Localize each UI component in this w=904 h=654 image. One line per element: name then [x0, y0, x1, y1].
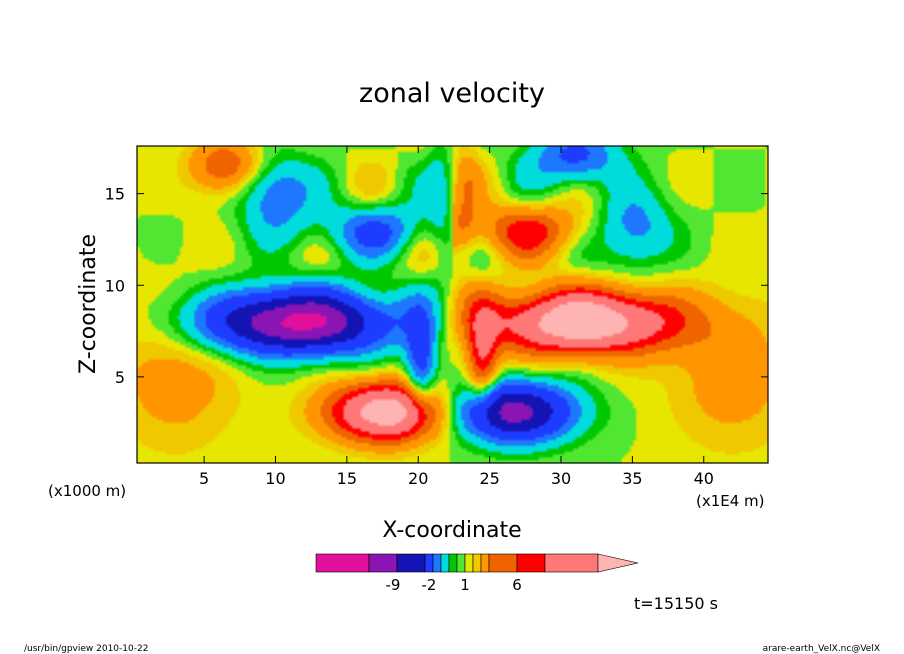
x-tick-label: 10 — [265, 469, 285, 488]
x-tick-label: 20 — [408, 469, 428, 488]
colorbar-swatch — [396, 553, 426, 573]
x-tick-label: 30 — [551, 469, 571, 488]
colorbar-swatch — [315, 553, 370, 573]
y-tick-label: 15 — [105, 185, 125, 204]
footer-right: arare-earth_VelX.nc@VelX — [763, 644, 880, 654]
colorbar-tick-label: -2 — [422, 576, 437, 594]
colorbar-tick-label: 6 — [512, 576, 522, 594]
colorbar-swatch — [424, 553, 434, 573]
x-axis-unit: (x1E4 m) — [696, 492, 765, 510]
colorbar-swatch — [448, 553, 458, 573]
time-label: t=15150 s — [634, 594, 718, 613]
colorbar — [315, 553, 639, 573]
x-axis-label: X-coordinate — [382, 518, 521, 543]
footer-left: /usr/bin/gpview 2010-10-22 — [24, 644, 148, 654]
velocity-field — [137, 146, 768, 463]
colorbar-swatch — [472, 553, 482, 573]
x-tick-label: 25 — [479, 469, 499, 488]
plot-area: 5 10 15 20 25 30 35 40 5 10 15 — [105, 145, 769, 488]
colorbar-swatch — [432, 553, 442, 573]
colorbar-swatch — [368, 553, 398, 573]
plot-frame — [136, 145, 769, 464]
y-axis-label: Z-coordinate — [76, 234, 101, 374]
colorbar-swatch — [488, 553, 518, 573]
chart-title: zonal velocity — [359, 78, 545, 109]
colorbar-swatch — [456, 553, 466, 573]
y-axis-ticks: 5 10 15 — [105, 185, 768, 387]
colorbar-swatch — [544, 553, 599, 573]
x-tick-label: 40 — [694, 469, 714, 488]
colorbar-swatch — [516, 553, 546, 573]
colorbar-tick-labels: -9 -2 1 6 — [386, 576, 522, 594]
colorbar-swatch — [440, 553, 450, 573]
y-tick-label: 5 — [115, 368, 125, 387]
x-tick-label: 15 — [337, 469, 357, 488]
colorbar-tick-label: 1 — [460, 576, 470, 594]
x-tick-label: 35 — [622, 469, 642, 488]
y-tick-label: 10 — [105, 276, 125, 295]
colorbar-swatch — [464, 553, 474, 573]
y-axis-unit: (x1000 m) — [48, 482, 126, 500]
colorbar-tick-label: -9 — [386, 576, 401, 594]
x-axis-ticks: 5 10 15 20 25 30 35 40 — [199, 146, 714, 488]
x-tick-label: 5 — [199, 469, 209, 488]
colorbar-swatch — [480, 553, 490, 573]
colorbar-extend-arrow — [597, 553, 639, 573]
